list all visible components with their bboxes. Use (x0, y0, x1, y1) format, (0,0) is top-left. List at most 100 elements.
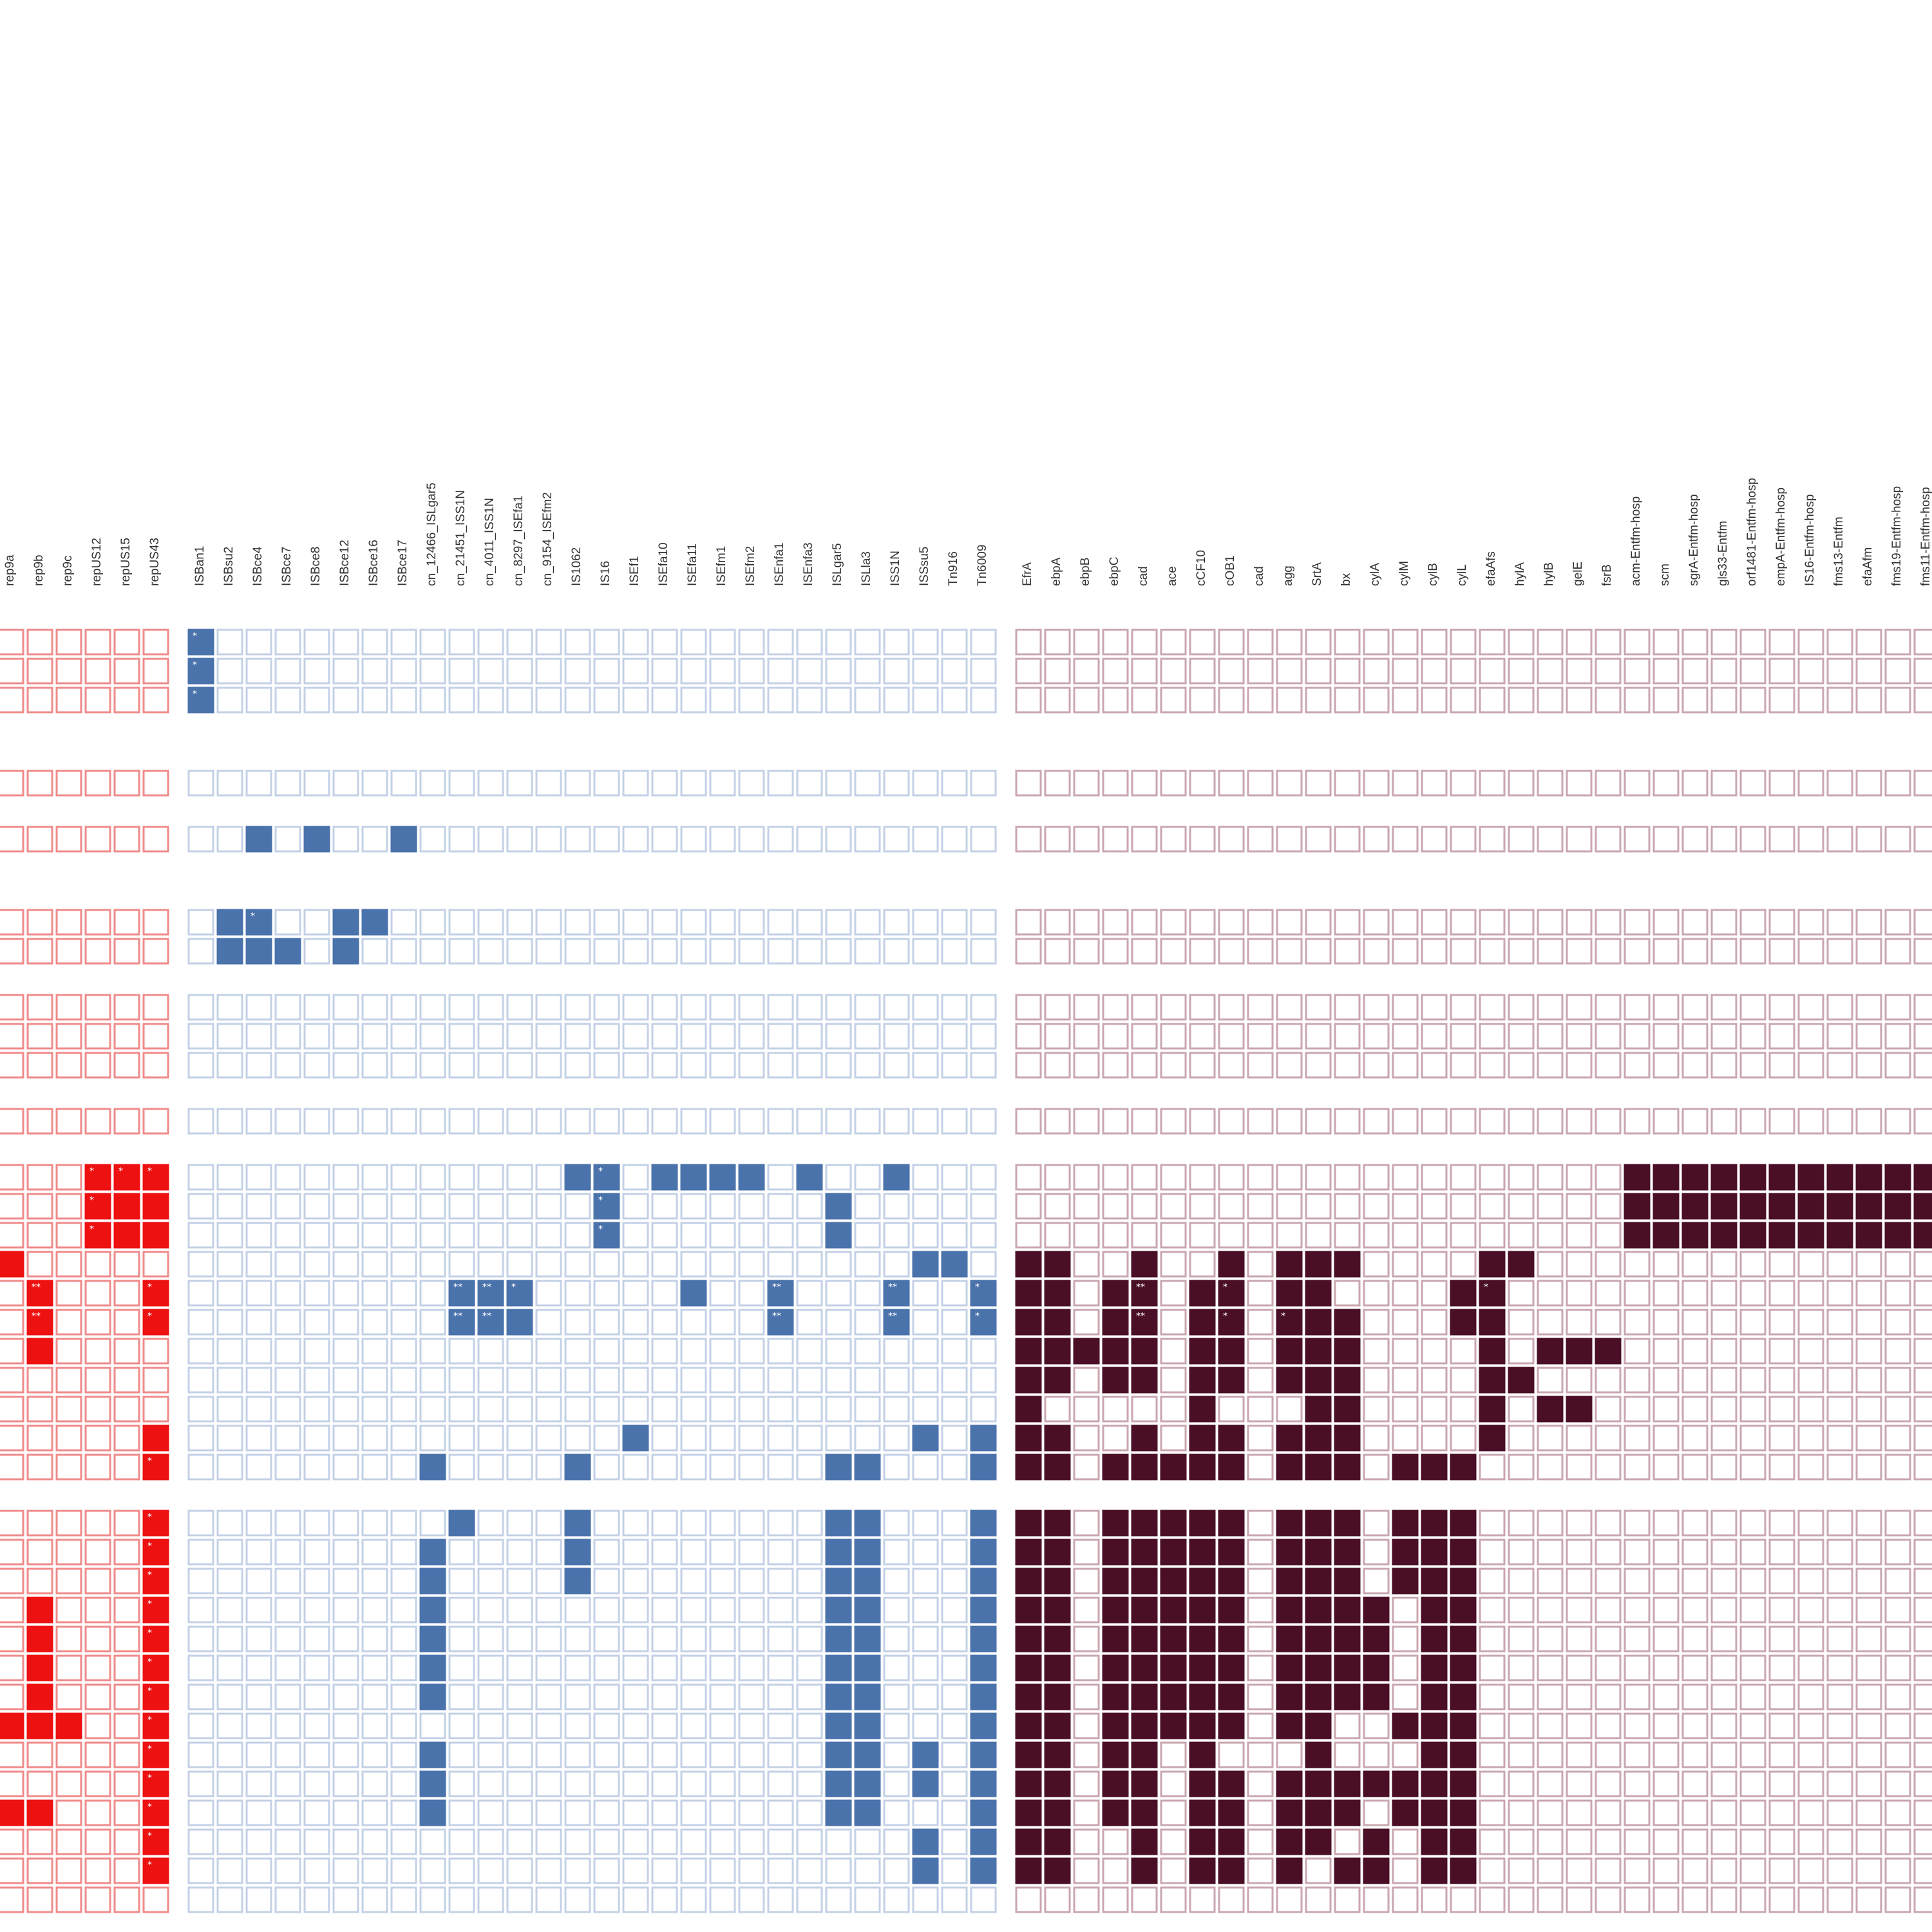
heatmap-cell-absent (1479, 1857, 1506, 1884)
heatmap-cell-absent (970, 1367, 997, 1394)
heatmap-cell-absent (26, 1741, 53, 1768)
heatmap-cell-absent (1015, 1108, 1042, 1135)
heatmap-cell-present (912, 1741, 939, 1768)
heatmap-cell-absent (941, 1539, 968, 1566)
heatmap-cell-present (825, 1454, 852, 1481)
heatmap-cell-absent (448, 1052, 475, 1079)
heatmap-cell-absent (1826, 1741, 1853, 1768)
heatmap-cell-absent (1826, 1857, 1853, 1884)
heatmap-cell-absent (245, 1280, 272, 1307)
heatmap-cell-absent (564, 1367, 591, 1394)
heatmap-cell-absent (332, 658, 359, 685)
heatmap-cell-absent (1247, 1799, 1274, 1826)
heatmap-cell-absent (1450, 826, 1477, 853)
heatmap-cell-absent (1739, 1770, 1766, 1797)
heatmap-cell-present (187, 687, 214, 714)
heatmap-cell-absent (448, 1425, 475, 1452)
heatmap-cell-absent (1855, 1251, 1882, 1278)
heatmap-cell-absent (825, 1367, 852, 1394)
heatmap-cell-absent (1913, 770, 1932, 797)
heatmap-cell-absent (941, 1654, 968, 1681)
heatmap-cell-absent (0, 1052, 24, 1079)
heatmap-cell-absent (0, 1828, 24, 1855)
heatmap-cell-absent (1421, 1309, 1448, 1336)
heatmap-cell-absent (883, 826, 910, 853)
heatmap-cell-present (1160, 1567, 1187, 1595)
heatmap-cell-absent (1073, 1539, 1100, 1566)
heatmap-cell-absent (593, 1108, 620, 1135)
heatmap-cell-absent (55, 1367, 82, 1394)
heatmap-cell-absent (26, 1193, 53, 1220)
heatmap-cell-absent (1797, 994, 1824, 1021)
heatmap-cell-absent (738, 1338, 765, 1365)
heatmap-cell-absent (1537, 1108, 1564, 1135)
heatmap-cell-absent (1797, 1770, 1824, 1797)
heatmap-cell-absent (1595, 770, 1622, 797)
heatmap-cell-absent (1392, 938, 1419, 965)
heatmap-cell-present (419, 1654, 446, 1681)
heatmap-cell-present (1102, 1770, 1129, 1797)
heatmap-cell-absent (1855, 1654, 1882, 1681)
heatmap-cell-absent (535, 909, 562, 936)
heatmap-cell-present (883, 1164, 910, 1191)
heatmap-cell-absent (1595, 1193, 1622, 1220)
heatmap-cell-absent (1073, 1857, 1100, 1884)
heatmap-cell-present (1276, 1251, 1303, 1278)
heatmap-cell-absent (274, 770, 301, 797)
heatmap-cell-absent (1247, 1425, 1274, 1452)
heatmap-cell-absent (1826, 1625, 1853, 1653)
heatmap-cell-absent (1768, 1338, 1795, 1365)
heatmap-cell-present (825, 1567, 852, 1595)
heatmap-cell-absent (245, 629, 272, 656)
heatmap-cell-absent (1739, 1625, 1766, 1653)
heatmap-cell-absent (1363, 1396, 1390, 1423)
heatmap-cell-absent (912, 1396, 939, 1423)
heatmap-cell-absent (1681, 909, 1709, 936)
heatmap-cell-absent (912, 1023, 939, 1050)
cell-mark: * (118, 1166, 123, 1177)
heatmap-cell-absent (84, 1108, 111, 1135)
heatmap-cell-absent (1739, 1510, 1766, 1537)
heatmap-cell-absent (506, 938, 533, 965)
heatmap-cell-absent (1479, 994, 1506, 1021)
column-label: agg (1282, 565, 1295, 586)
heatmap-cell-absent (1073, 1828, 1100, 1855)
heatmap-cell-absent (1247, 1367, 1274, 1394)
heatmap-cell-absent (1537, 1023, 1564, 1050)
heatmap-cell-present (1421, 1625, 1448, 1653)
heatmap-cell-absent (390, 1309, 417, 1336)
heatmap-cell-absent (477, 826, 504, 853)
column-label: ISBsu2 (222, 547, 236, 586)
heatmap-cell-absent (1710, 1857, 1738, 1884)
cell-mark: * (147, 1541, 152, 1551)
heatmap-cell-present (142, 1625, 169, 1653)
heatmap-cell-absent (1305, 658, 1332, 685)
heatmap-cell-absent (1797, 1251, 1824, 1278)
column-label: ISBce17 (396, 540, 410, 586)
heatmap-cell-absent (1363, 1567, 1390, 1595)
heatmap-cell-absent (187, 1222, 214, 1249)
heatmap-cell-absent (1363, 1712, 1390, 1739)
heatmap-cell-absent (1681, 1770, 1709, 1797)
heatmap-cell-absent (390, 1539, 417, 1566)
heatmap-cell-present (1826, 1193, 1853, 1220)
heatmap-cell-absent (1768, 1280, 1795, 1307)
heatmap-cell-absent (1276, 629, 1303, 656)
heatmap-cell-absent (1913, 1510, 1932, 1537)
heatmap-cell-absent (1739, 1108, 1766, 1135)
heatmap-cell-present (142, 1712, 169, 1739)
heatmap-cell-present (1044, 1596, 1071, 1624)
heatmap-cell-absent (0, 1567, 24, 1595)
heatmap-cell-absent (390, 1251, 417, 1278)
heatmap-cell-present (825, 1222, 852, 1249)
heatmap-cell-absent (0, 1539, 24, 1566)
heatmap-cell-present (854, 1596, 881, 1624)
heatmap-cell-absent (1884, 1108, 1911, 1135)
heatmap-cell-present (1218, 1596, 1245, 1624)
heatmap-cell-absent (0, 687, 24, 714)
heatmap-cell-absent (506, 1539, 533, 1566)
heatmap-cell-absent (245, 1539, 272, 1566)
heatmap-cell-absent (448, 994, 475, 1021)
heatmap-cell-absent (1768, 658, 1795, 685)
heatmap-cell-absent (709, 1683, 736, 1710)
